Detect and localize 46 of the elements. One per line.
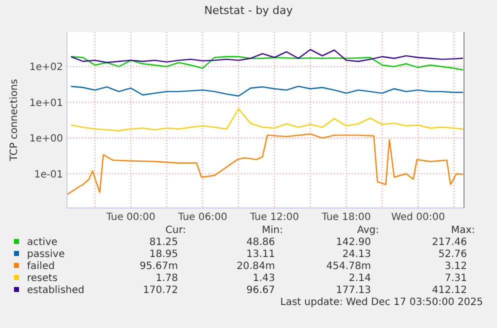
text: 454.78m (326, 261, 371, 272)
y-axis-title: TCP connections (9, 78, 20, 162)
text: 170.72 (143, 285, 178, 296)
line-series (70, 56, 464, 70)
text: Cur: (165, 225, 186, 236)
text: 1.78 (156, 273, 178, 284)
text: 18.95 (149, 249, 178, 260)
text: 1.43 (252, 273, 275, 284)
text: 217.46 (432, 237, 467, 248)
line-series (70, 48, 464, 64)
y-tick-label: 1e+01 (29, 98, 63, 109)
text: Last update: Wed Dec 17 03:50:00 2025 (280, 297, 483, 308)
line-series (70, 108, 464, 132)
x-tick-label: Tue 12:00 (248, 212, 300, 223)
chart-title: Netstat - by day (204, 4, 294, 17)
text: 48.86 (246, 237, 275, 248)
text: 52.76 (438, 249, 467, 260)
text: Max: (450, 225, 475, 236)
text: 13.11 (246, 249, 275, 260)
legend-label: failed (27, 261, 55, 272)
text: 81.25 (149, 237, 178, 248)
line-series (70, 86, 464, 97)
y-tick-label: 1e+00 (29, 134, 63, 145)
text: 142.90 (336, 237, 371, 248)
x-tick-label: Wed 00:00 (391, 212, 446, 223)
text: 24.13 (342, 249, 371, 260)
x-tick-label: Tue 00:00 (105, 212, 156, 223)
legend-label: passive (27, 249, 65, 260)
y-tick-label: 1e-01 (34, 169, 63, 180)
text: Min: (262, 225, 283, 236)
line-series (66, 133, 464, 196)
text: 177.13 (336, 285, 371, 296)
y-tick-label: 1e+02 (29, 62, 63, 74)
legend-label: active (27, 237, 58, 248)
text: 7.31 (444, 273, 467, 284)
text: 95.67m (140, 261, 178, 272)
legend-label: established (27, 285, 84, 296)
text: 412.12 (432, 285, 467, 296)
text: 2.14 (348, 273, 371, 284)
x-tick-label: Tue 06:00 (177, 212, 228, 223)
x-tick-label: Tue 18:00 (320, 212, 371, 223)
text: 3.12 (444, 261, 467, 272)
legend-label: resets (27, 273, 58, 284)
text: Avg: (357, 225, 379, 236)
text: 96.67 (246, 285, 275, 296)
text: 20.84m (236, 261, 275, 272)
